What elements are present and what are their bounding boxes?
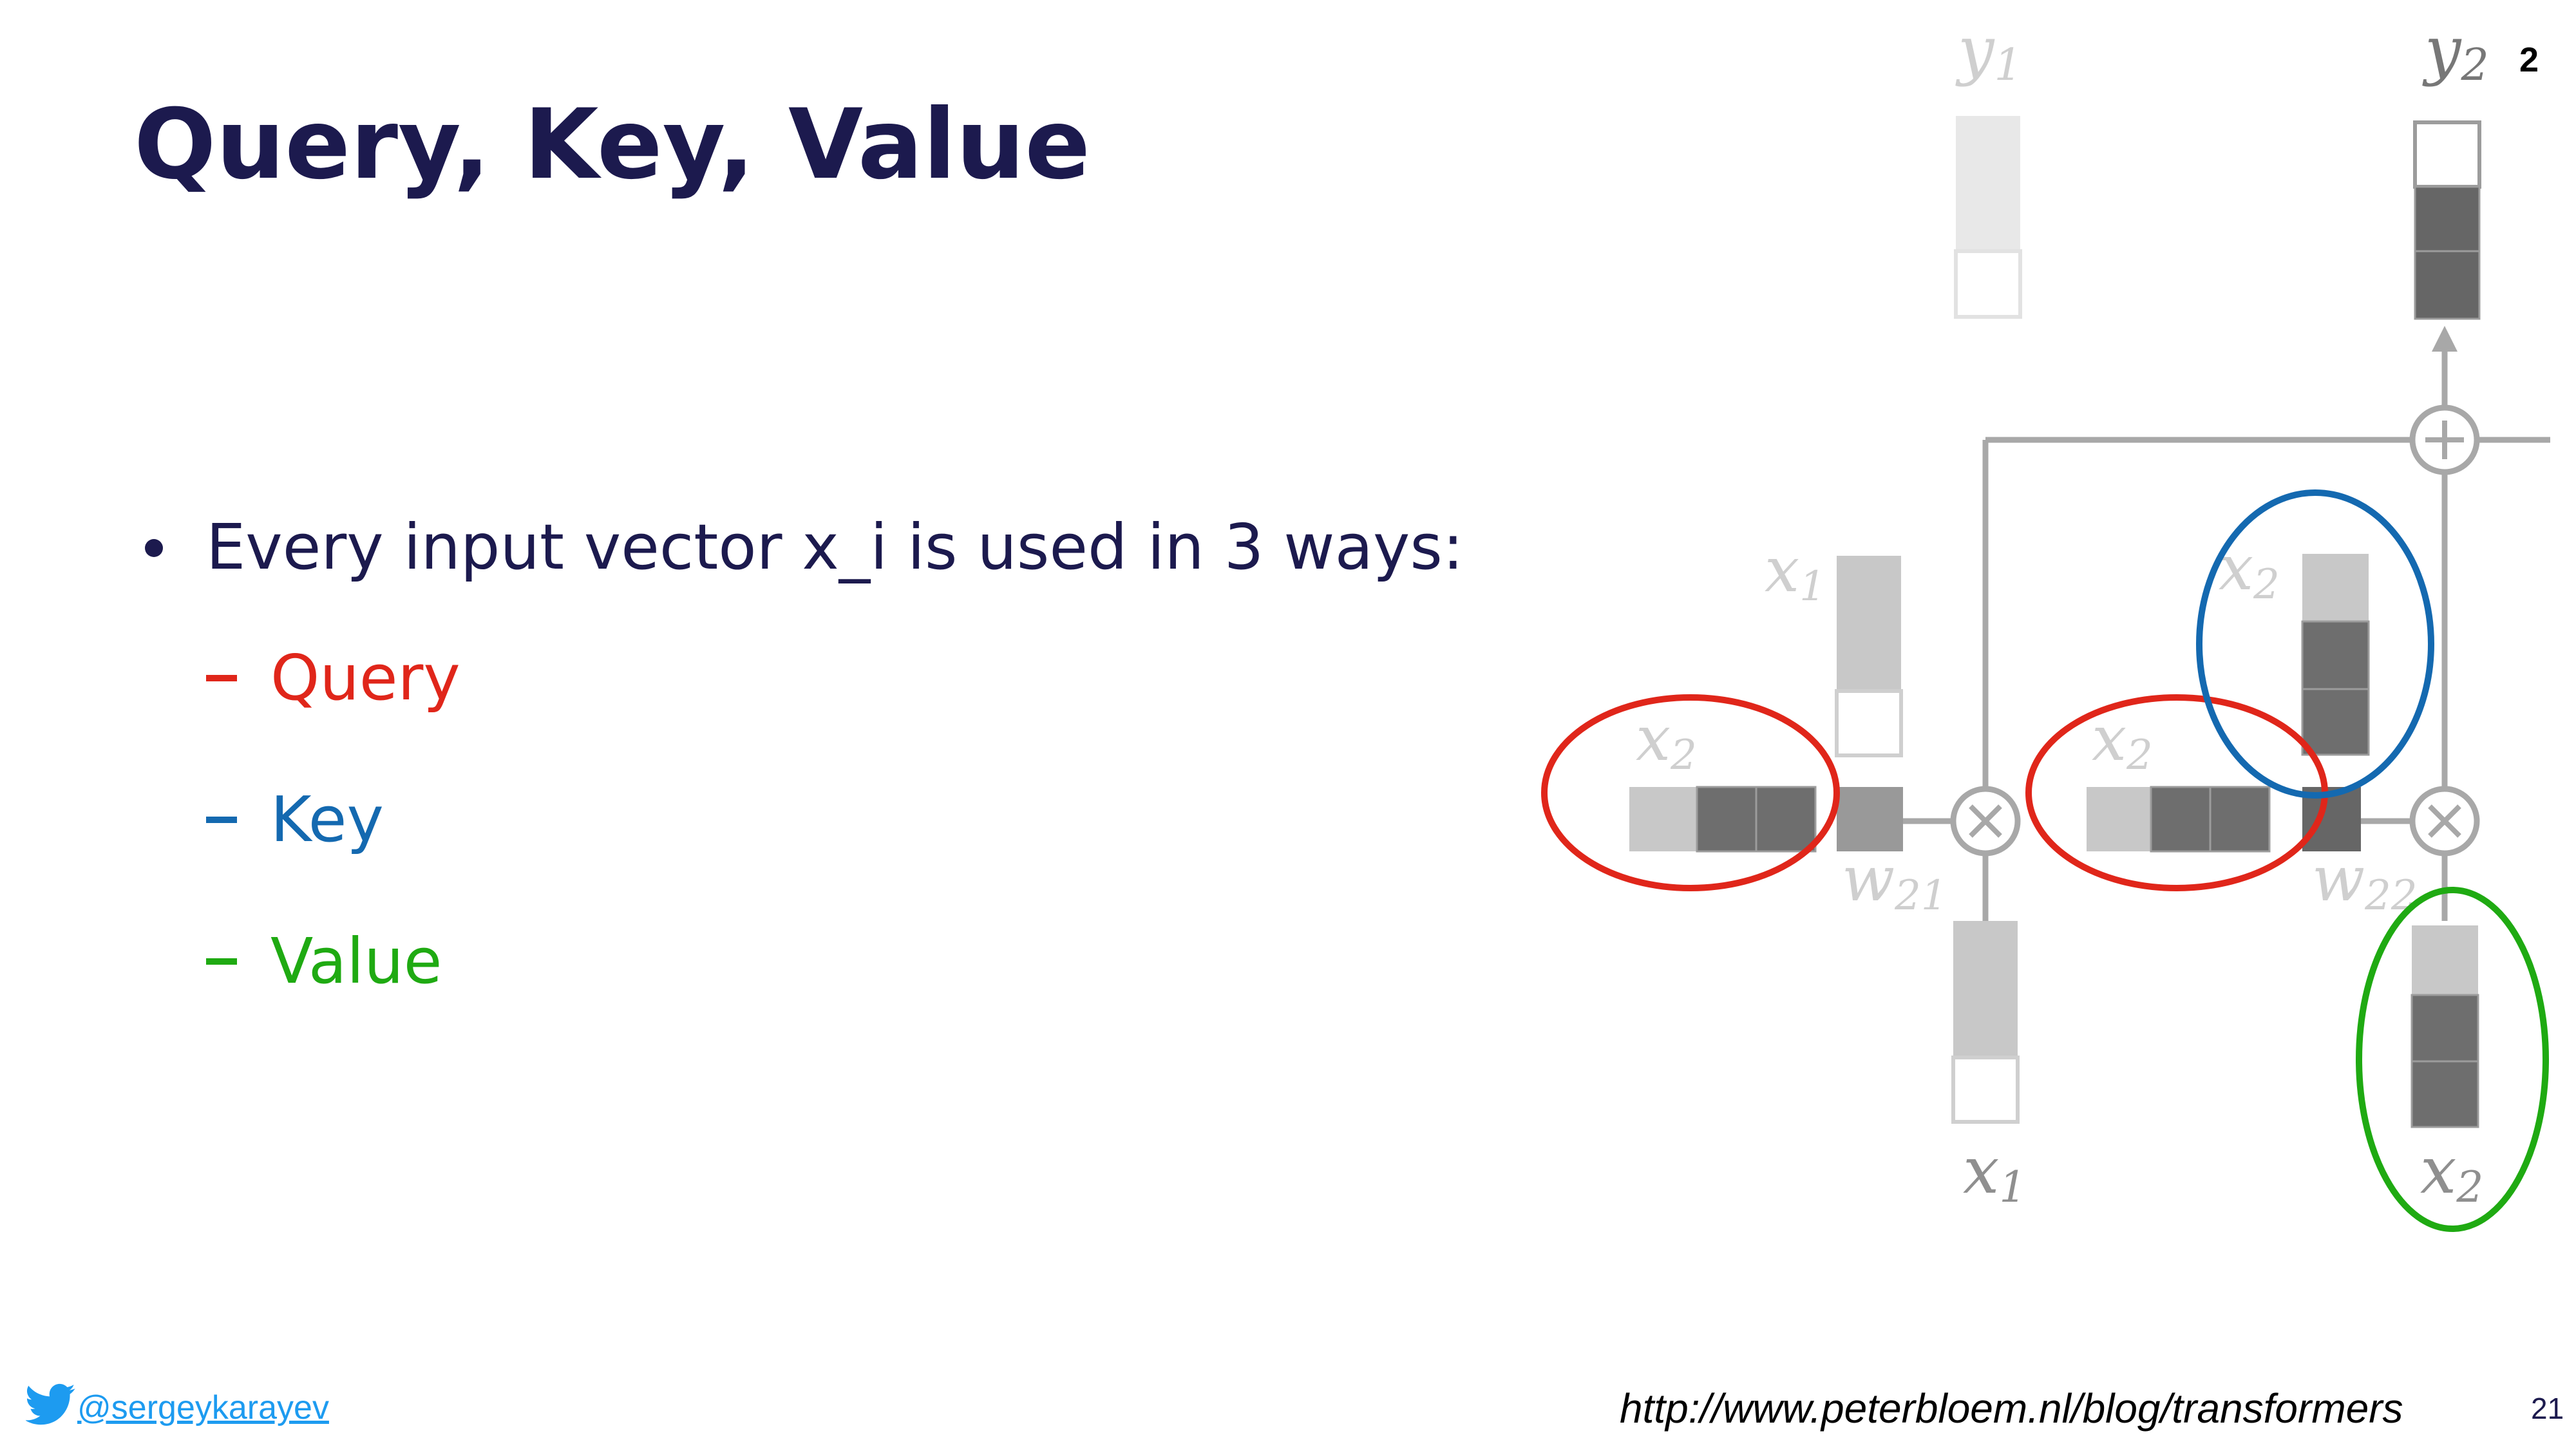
multiply-icon [1950, 786, 2021, 857]
corner-number: 2 [2519, 41, 2539, 79]
plus-icon [2409, 404, 2480, 475]
slide-title: Query, Key, Value [134, 89, 1091, 201]
label-x2-left: x2 [1636, 703, 1697, 779]
subitem-key-label: Key [270, 783, 384, 856]
subitem-value-label: Value [270, 925, 442, 998]
vector-y2 [2413, 120, 2481, 320]
vector-x2-top [2301, 554, 2370, 756]
twitter-bird-icon [26, 1383, 75, 1425]
subitem-key: Key [138, 774, 1464, 866]
value-highlight [2356, 887, 2549, 1232]
vector-x2-bottom [2410, 925, 2479, 1128]
label-x2-top: x2 [2219, 532, 2280, 609]
bullet-list: Every input vector x_i is used in 3 ways… [138, 502, 1464, 1007]
label-x2-bottom: x2 [2420, 1133, 2483, 1212]
subitem-query: Query [138, 632, 1464, 724]
subitem-value: Value [138, 916, 1464, 1007]
dash-icon [206, 817, 237, 823]
key-highlight [2196, 489, 2434, 799]
connector-lines [1903, 348, 2550, 921]
vector-x1-bottom [1951, 921, 2020, 1124]
dash-icon [206, 958, 237, 965]
label-y1: y1 [1955, 12, 2022, 91]
label-y2: y2 [2422, 12, 2489, 91]
label-x1-bottom: x1 [1963, 1133, 2026, 1212]
bullet-dot-icon [145, 539, 163, 557]
vector-x2-left [1629, 786, 1817, 853]
subitem-query-label: Query [270, 641, 460, 714]
vector-x2-mid [2087, 786, 2271, 853]
label-w22: w22 [2312, 843, 2418, 920]
slide-number: 21 [2531, 1392, 2564, 1425]
bullet-item: Every input vector x_i is used in 3 ways… [138, 502, 1464, 592]
arrow-up-icon [2432, 326, 2458, 352]
bullet-text: Every input vector x_i is used in 3 ways… [206, 511, 1464, 583]
weight-w21 [1837, 787, 1903, 851]
query-highlight-left [1541, 694, 1840, 891]
label-w21: w21 [1842, 843, 1947, 920]
source-url: http://www.peterbloem.nl/blog/transforme… [1620, 1385, 2403, 1432]
multiply-icon [2409, 786, 2480, 857]
label-x1-top: x1 [1765, 534, 1826, 611]
vector-x1-top [1835, 556, 1903, 757]
vector-y1 [1954, 116, 2022, 319]
dash-icon [206, 675, 237, 681]
twitter-handle-link[interactable]: @sergeykarayev [77, 1389, 329, 1426]
